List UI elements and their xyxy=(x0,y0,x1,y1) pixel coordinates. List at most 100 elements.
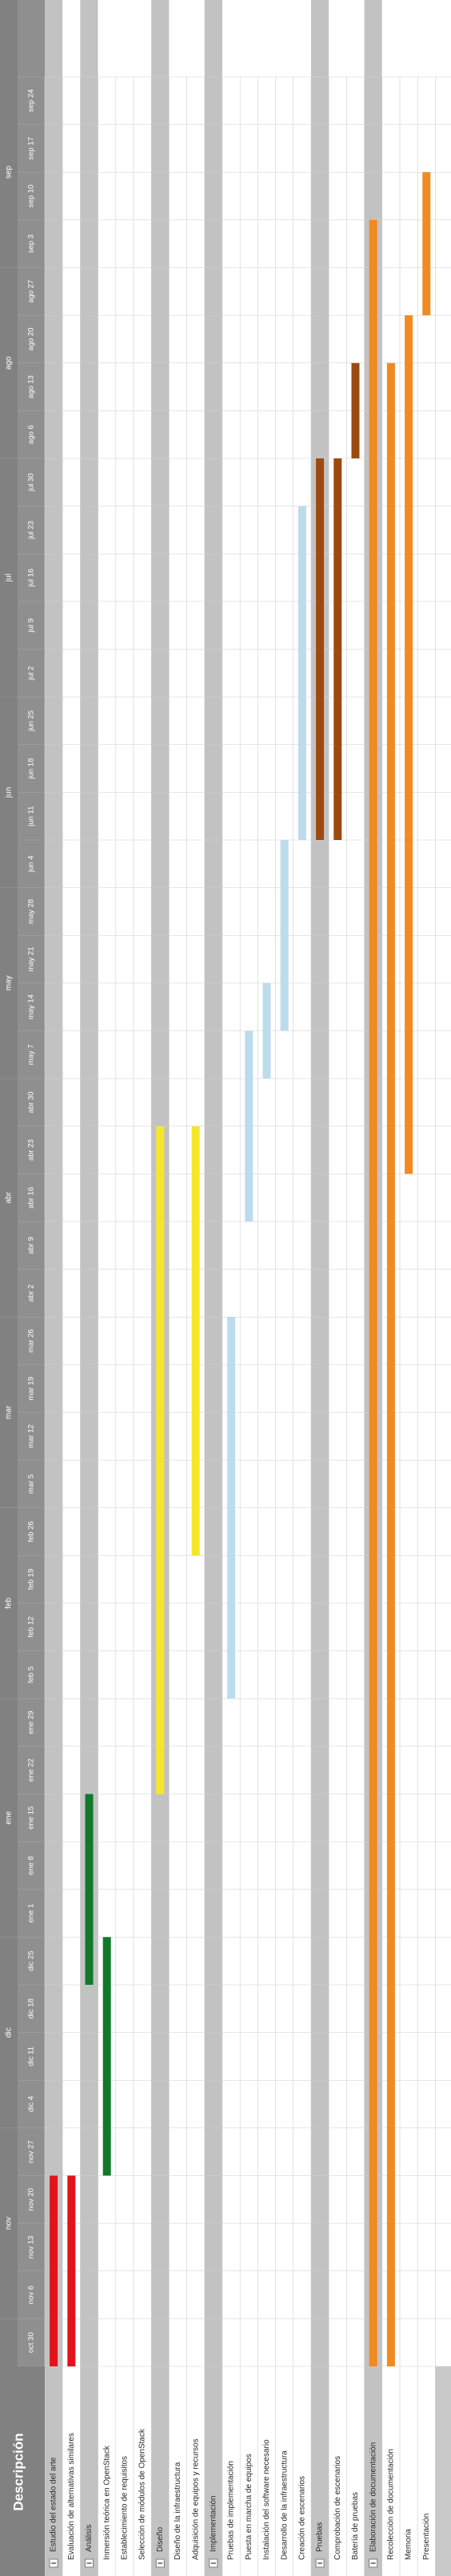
group-bar xyxy=(156,1126,165,1794)
week-label: ago 20 xyxy=(27,327,36,350)
task-bar xyxy=(102,1937,111,2176)
task-row xyxy=(62,0,81,2576)
month-label: jun xyxy=(5,787,14,798)
week-label: may 14 xyxy=(27,994,36,1019)
task-row xyxy=(275,0,293,2576)
task-row xyxy=(222,0,241,2576)
task-label: Creación de escenarios xyxy=(298,2476,307,2560)
week-label: jul 2 xyxy=(27,666,36,681)
week-label: ago 13 xyxy=(27,375,36,398)
task-row xyxy=(169,0,187,2576)
task-label: Batería de pruebas xyxy=(351,2492,360,2560)
month-label: jul xyxy=(5,574,14,582)
empty-cell xyxy=(435,2366,451,2576)
week-label: ago 6 xyxy=(27,425,36,444)
week-label: ene 22 xyxy=(27,1758,36,1782)
month-label: dic xyxy=(5,2027,14,2038)
task-row xyxy=(115,0,134,2576)
week-label: mar 12 xyxy=(27,1425,36,1449)
group-bar xyxy=(369,219,377,2366)
task-bar xyxy=(262,982,271,1079)
week-label: may 21 xyxy=(27,946,36,971)
group-bar xyxy=(50,2175,58,2366)
task-bar xyxy=(333,458,342,840)
week-label: dic 18 xyxy=(27,1998,36,2018)
week-label: nov 20 xyxy=(27,2188,36,2211)
task-label: Evaluación de alternativas similares xyxy=(67,2433,76,2560)
month-label: sep xyxy=(5,166,14,179)
week-label: feb 5 xyxy=(27,1666,36,1683)
week-label: ene 29 xyxy=(27,1711,36,1734)
task-label: Pruebas xyxy=(316,2522,325,2552)
week-label: abr 2 xyxy=(27,1285,36,1302)
task-label: Puesta en marcha de equipos xyxy=(245,2454,253,2560)
week-label: nov 6 xyxy=(27,2286,36,2304)
week-label: feb 19 xyxy=(27,1569,36,1590)
group-row xyxy=(80,0,98,2576)
week-label: dic 11 xyxy=(27,2046,36,2066)
month-label: ago xyxy=(5,356,14,370)
task-label: Inmersión teórica en OpenStack xyxy=(102,2445,111,2560)
task-label: Pruebas de implementación xyxy=(227,2461,236,2560)
task-bar xyxy=(422,172,431,316)
week-label: abr 9 xyxy=(27,1237,36,1254)
task-bar xyxy=(351,362,360,458)
task-label: Diseño xyxy=(156,2526,165,2552)
task-label: Selección de módulos de OpenStack xyxy=(138,2428,147,2560)
month-label: mar xyxy=(5,1405,14,1419)
task-row xyxy=(293,0,311,2576)
task-label: Estudio del estado del arte xyxy=(50,2457,58,2552)
week-label: abr 23 xyxy=(27,1139,36,1161)
month-label: abr xyxy=(5,1191,14,1203)
task-label: Análisis xyxy=(85,2525,94,2552)
week-label: ene 8 xyxy=(27,1856,36,1875)
week-label: sep 3 xyxy=(27,234,36,253)
week-label: mar 26 xyxy=(27,1329,36,1353)
task-label: Implementación xyxy=(210,2495,218,2552)
month-band xyxy=(0,0,18,2576)
month-label: may xyxy=(5,975,14,990)
month-label: feb xyxy=(5,1598,14,1609)
task-label: Comprobación de escenarios xyxy=(333,2456,342,2560)
week-label: nov 13 xyxy=(27,2236,36,2259)
week-label: dic 4 xyxy=(27,2096,36,2112)
week-label: nov 27 xyxy=(27,2140,36,2163)
week-label: feb 26 xyxy=(27,1521,36,1542)
group-row xyxy=(45,0,63,2576)
title-cell xyxy=(0,2366,45,2576)
task-row xyxy=(98,0,116,2576)
month-label: ene xyxy=(5,1811,14,1825)
week-label: mar 19 xyxy=(27,1377,36,1401)
chart-title: Descripción xyxy=(10,2433,26,2510)
task-bar xyxy=(405,315,413,1174)
task-label: Establecimiento de requisitos xyxy=(121,2456,130,2560)
week-label: ene 15 xyxy=(27,1806,36,1830)
task-label: Diseño de la infraestructura xyxy=(174,2462,182,2560)
week-label: sep 24 xyxy=(27,90,36,113)
task-row xyxy=(257,0,276,2576)
week-label: ago 27 xyxy=(27,280,36,303)
task-row xyxy=(240,0,258,2576)
week-label: jun 11 xyxy=(27,806,36,827)
week-label: may 28 xyxy=(27,899,36,924)
task-label: Adquisición de equipos y recursos xyxy=(191,2438,200,2560)
task-bar xyxy=(297,506,306,840)
week-label: dic 25 xyxy=(27,1951,36,1971)
week-label: jul 23 xyxy=(27,521,36,540)
task-bar xyxy=(191,1126,200,1556)
week-label: abr 16 xyxy=(27,1187,36,1209)
week-label: ene 1 xyxy=(27,1904,36,1923)
task-bar xyxy=(280,840,289,1031)
group-bar xyxy=(316,458,325,840)
task-row xyxy=(400,0,418,2576)
week-label: jul 9 xyxy=(27,618,36,633)
week-label: mar 5 xyxy=(27,1474,36,1494)
week-label: abr 30 xyxy=(27,1091,36,1113)
task-bar xyxy=(386,362,395,2366)
week-label: jul 30 xyxy=(27,473,36,492)
week-label: may 7 xyxy=(27,1044,36,1065)
week-label: jul 16 xyxy=(27,569,36,588)
task-label: Elaboración de documentación xyxy=(369,2442,377,2552)
task-label: Recolección de documentación xyxy=(387,2449,396,2560)
